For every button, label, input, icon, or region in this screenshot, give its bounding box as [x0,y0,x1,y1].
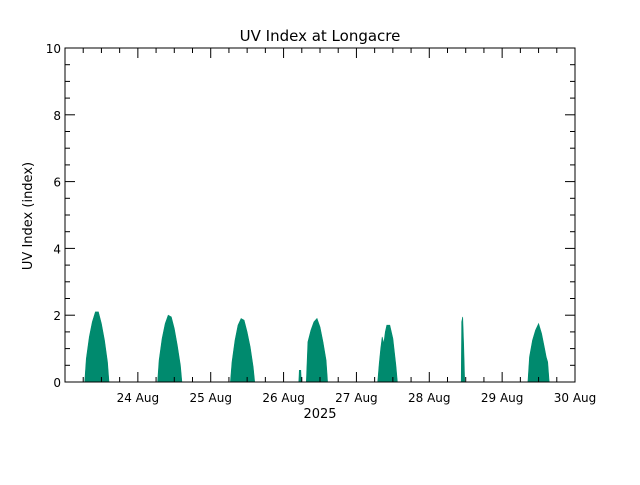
y-tick-label: 4 [53,242,61,256]
y-axis-label: UV Index (index) [21,162,36,270]
x-axis-label: 2025 [303,407,336,422]
y-tick-label: 10 [46,42,61,56]
y-tick-label: 8 [53,109,61,123]
y-tick-label: 2 [53,309,61,323]
x-tick-label: 27 Aug [335,391,378,405]
x-tick-label: 26 Aug [262,391,305,405]
x-tick-label: 24 Aug [117,391,160,405]
y-tick-label: 6 [53,176,61,190]
x-tick-label: 30 Aug [554,391,597,405]
uv-series-area-0 [84,311,550,383]
x-tick-label: 25 Aug [189,391,232,405]
chart-title: UV Index at Longacre [240,27,401,45]
y-tick-label: 0 [53,376,61,390]
x-tick-label: 29 Aug [481,391,524,405]
x-tick-label: 28 Aug [408,391,451,405]
plot-area: 0 2 4 6 8 10 24 Aug 25 Aug 26 Aug 27 Aug 28 Aug 29 … [46,42,597,405]
